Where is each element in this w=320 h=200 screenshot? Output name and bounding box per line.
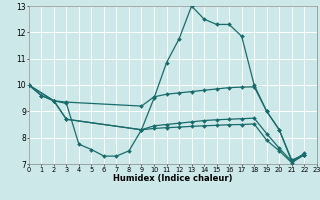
X-axis label: Humidex (Indice chaleur): Humidex (Indice chaleur) [113,174,233,183]
